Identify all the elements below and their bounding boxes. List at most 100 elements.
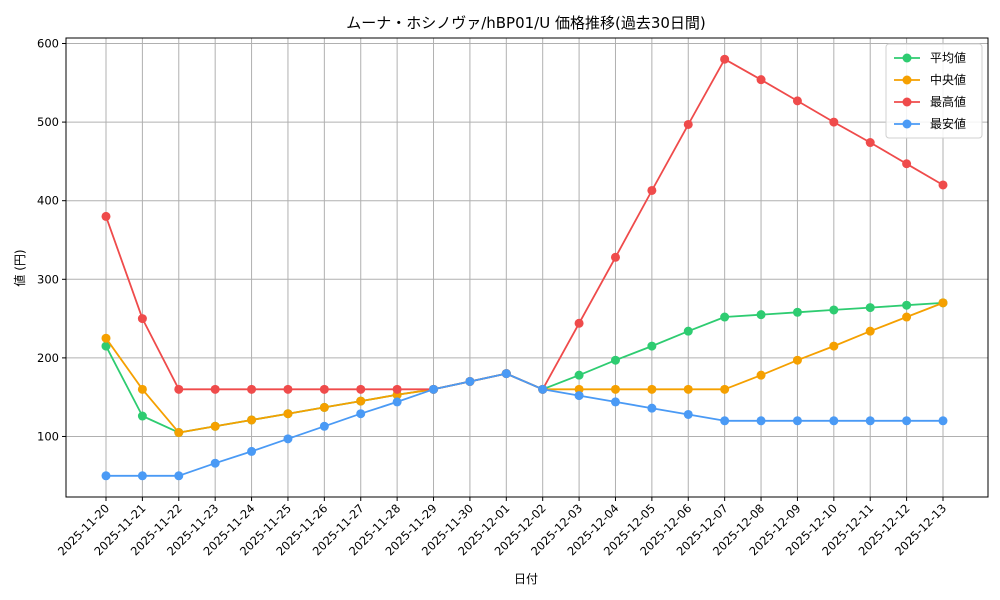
- data-point: [683, 326, 693, 336]
- legend-label: 最高値: [930, 94, 966, 109]
- data-point: [137, 471, 147, 481]
- legend-swatch-marker: [902, 75, 912, 85]
- data-point: [865, 138, 875, 148]
- data-point: [829, 305, 839, 315]
- data-point: [610, 397, 620, 407]
- data-point: [938, 416, 948, 426]
- y-tick-label: 100: [37, 429, 59, 443]
- data-point: [683, 409, 693, 419]
- data-point: [902, 312, 912, 322]
- data-point: [538, 384, 548, 394]
- data-point: [174, 384, 184, 394]
- data-point: [865, 303, 875, 313]
- legend-swatch-marker: [902, 119, 912, 129]
- data-point: [283, 409, 293, 419]
- data-point: [174, 428, 184, 438]
- data-point: [829, 117, 839, 127]
- data-point: [902, 300, 912, 310]
- plot-area: [65, 37, 989, 498]
- y-tick-label: 400: [37, 194, 59, 208]
- data-point: [756, 416, 766, 426]
- series-line: [105, 58, 944, 391]
- data-point: [319, 402, 329, 412]
- y-axis-ticks: 100 200 300 400 500 600: [37, 37, 66, 443]
- legend-swatch-marker: [902, 97, 912, 107]
- y-tick-label: 500: [37, 115, 59, 129]
- data-point: [174, 471, 184, 481]
- data-point: [101, 333, 111, 343]
- data-point: [210, 421, 220, 431]
- data-point: [938, 298, 948, 308]
- y-tick-label: 600: [37, 37, 59, 51]
- data-point: [465, 376, 475, 386]
- series-1: [101, 298, 948, 438]
- data-point: [756, 310, 766, 320]
- data-point: [720, 312, 730, 322]
- series-2: [101, 54, 948, 394]
- series-3: [101, 369, 948, 481]
- data-point: [101, 471, 111, 481]
- data-point: [829, 341, 839, 351]
- data-point: [792, 96, 802, 106]
- series-layer: [101, 54, 948, 481]
- data-point: [829, 416, 839, 426]
- data-point: [283, 434, 293, 444]
- series-line: [105, 302, 944, 434]
- data-point: [247, 446, 257, 456]
- data-point: [137, 384, 147, 394]
- y-tick-label: 200: [37, 351, 59, 365]
- x-axis-label: 日付: [514, 572, 538, 586]
- data-point: [101, 341, 111, 351]
- data-point: [720, 416, 730, 426]
- data-point: [902, 159, 912, 169]
- legend-swatch-marker: [902, 53, 912, 63]
- data-point: [902, 416, 912, 426]
- legend-label: 平均値: [930, 50, 966, 65]
- data-point: [392, 384, 402, 394]
- series-line: [105, 302, 944, 434]
- data-point: [356, 396, 366, 406]
- legend-label: 中央値: [930, 72, 966, 87]
- data-point: [574, 384, 584, 394]
- data-point: [101, 211, 111, 221]
- data-point: [683, 384, 693, 394]
- data-point: [647, 384, 657, 394]
- data-point: [792, 355, 802, 365]
- data-point: [647, 185, 657, 195]
- data-point: [137, 314, 147, 324]
- data-point: [501, 369, 511, 379]
- data-point: [756, 75, 766, 85]
- data-point: [647, 341, 657, 351]
- data-point: [756, 370, 766, 380]
- data-point: [574, 391, 584, 401]
- data-point: [647, 403, 657, 413]
- data-point: [683, 119, 693, 129]
- data-point: [137, 411, 147, 421]
- data-point: [429, 384, 439, 394]
- data-point: [865, 326, 875, 336]
- data-point: [210, 458, 220, 468]
- y-axis-label: 値 (円): [12, 249, 27, 286]
- legend-box: [885, 43, 983, 139]
- series-0: [101, 298, 948, 438]
- series-line: [106, 372, 943, 477]
- y-tick-label: 300: [37, 272, 59, 286]
- data-point: [610, 252, 620, 262]
- data-point: [720, 54, 730, 64]
- data-point: [610, 355, 620, 365]
- data-point: [720, 384, 730, 394]
- data-point: [319, 384, 329, 394]
- legend-label: 最安値: [930, 116, 966, 131]
- x-axis-ticks: 2025-11-202025-11-212025-11-222025-11-23…: [55, 497, 949, 558]
- data-point: [210, 384, 220, 394]
- data-point: [283, 384, 293, 394]
- data-point: [392, 397, 402, 407]
- data-point: [610, 384, 620, 394]
- data-point: [356, 409, 366, 419]
- data-point: [574, 318, 584, 328]
- data-point: [792, 416, 802, 426]
- data-point: [865, 416, 875, 426]
